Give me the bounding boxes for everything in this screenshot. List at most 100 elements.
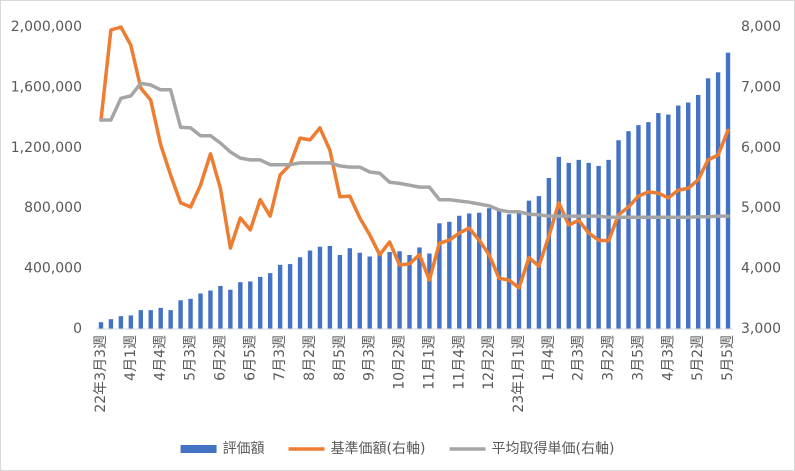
legend-swatch	[180, 445, 217, 453]
x-tick-label: 5月5週	[720, 335, 736, 381]
x-tick-label: 8月2週	[302, 335, 318, 381]
bar	[586, 162, 591, 329]
x-tick-label: 5月3週	[183, 335, 199, 381]
bar	[715, 72, 721, 330]
line	[99, 81, 730, 220]
bar	[467, 213, 472, 329]
bar	[556, 156, 562, 329]
x-tick-label: 3月5週	[630, 335, 646, 381]
bar	[267, 273, 273, 329]
bar	[666, 114, 671, 329]
bar	[258, 276, 263, 329]
bar	[387, 251, 392, 329]
bar	[218, 285, 223, 329]
bar	[506, 214, 512, 329]
y2-tick-label: 5,000	[741, 200, 781, 216]
x-tick-label: 4月3週	[660, 335, 676, 381]
x-tick-label: 22年3月3週	[93, 335, 109, 413]
bar	[238, 282, 243, 329]
x-tick-label: 8月5週	[332, 335, 348, 381]
legend-label: 評価額	[223, 441, 265, 457]
bar	[397, 251, 402, 329]
bar	[317, 246, 323, 329]
bar	[118, 316, 124, 329]
bar	[636, 125, 641, 330]
bar	[486, 208, 492, 329]
y2-tick-label: 4,000	[741, 261, 781, 277]
y2-tick-label: 7,000	[741, 79, 781, 95]
x-tick-label: 6月2週	[212, 335, 228, 381]
x-tick-label: 9月3週	[362, 335, 378, 381]
x-tick-label: 5月2週	[690, 335, 706, 381]
bar	[447, 221, 452, 329]
bar	[188, 298, 193, 329]
x-tick-label: 12月2週	[481, 335, 497, 390]
bar	[417, 247, 422, 329]
bar	[148, 310, 153, 329]
bar	[287, 264, 293, 329]
bar	[228, 289, 233, 329]
bar	[337, 255, 343, 329]
x-tick-label: 3月2週	[601, 335, 617, 381]
line	[99, 25, 730, 290]
bar	[138, 310, 143, 329]
bar	[297, 257, 303, 329]
bar	[656, 113, 661, 329]
y-tick-label: 0	[73, 321, 82, 337]
bar	[168, 310, 173, 329]
bar	[128, 315, 134, 329]
y-tick-label: 2,000,000	[11, 19, 82, 35]
bar	[526, 200, 532, 329]
bar	[606, 159, 611, 329]
y-tick-label: 400,000	[24, 261, 82, 277]
bar	[407, 255, 412, 329]
bar	[546, 178, 552, 329]
x-tick-label: 7月3週	[272, 335, 288, 381]
y2-tick-label: 6,000	[741, 140, 781, 156]
bar	[108, 319, 114, 329]
bar	[208, 290, 213, 329]
bar	[347, 248, 353, 329]
bar	[476, 212, 482, 329]
y-tick-label: 800,000	[24, 200, 82, 216]
x-tick-label: 4月1週	[123, 335, 139, 381]
bar	[367, 256, 372, 329]
bar	[98, 322, 104, 329]
x-tick-label: 1月4週	[541, 335, 557, 381]
x-tick-label: 11月4週	[451, 335, 467, 390]
bar	[437, 223, 442, 329]
y-tick-label: 1,600,000	[11, 79, 82, 95]
bar	[307, 250, 313, 329]
bar	[725, 52, 731, 330]
bar	[178, 300, 183, 329]
x-tick-label: 2月3週	[571, 335, 587, 381]
legend-label: 基準価額(右軸)	[331, 440, 426, 457]
y2-tick-label: 8,000	[741, 19, 781, 35]
bar	[516, 212, 522, 329]
bar	[198, 293, 203, 329]
bar	[695, 94, 701, 329]
x-tick-label: 4月4週	[153, 335, 169, 381]
x-tick-label: 23年1月1週	[511, 335, 527, 413]
y-tick-label: 1,200,000	[11, 140, 82, 156]
x-tick-label: 11月1週	[421, 335, 437, 390]
bar	[566, 162, 571, 329]
bar	[626, 131, 631, 329]
x-tick-label: 10月2週	[392, 335, 408, 390]
legend-label: 平均取得単価(右軸)	[492, 440, 615, 457]
bar	[427, 253, 432, 329]
bar	[377, 253, 382, 329]
bar	[646, 122, 651, 329]
bar	[277, 264, 283, 329]
x-tick-label: 6月5週	[242, 335, 258, 381]
bar	[616, 140, 621, 329]
bar	[576, 159, 581, 329]
bar	[457, 215, 462, 329]
bar	[496, 209, 502, 329]
bar	[248, 281, 253, 329]
bar	[158, 307, 163, 329]
bar	[705, 78, 711, 329]
y2-tick-label: 3,000	[741, 321, 781, 337]
